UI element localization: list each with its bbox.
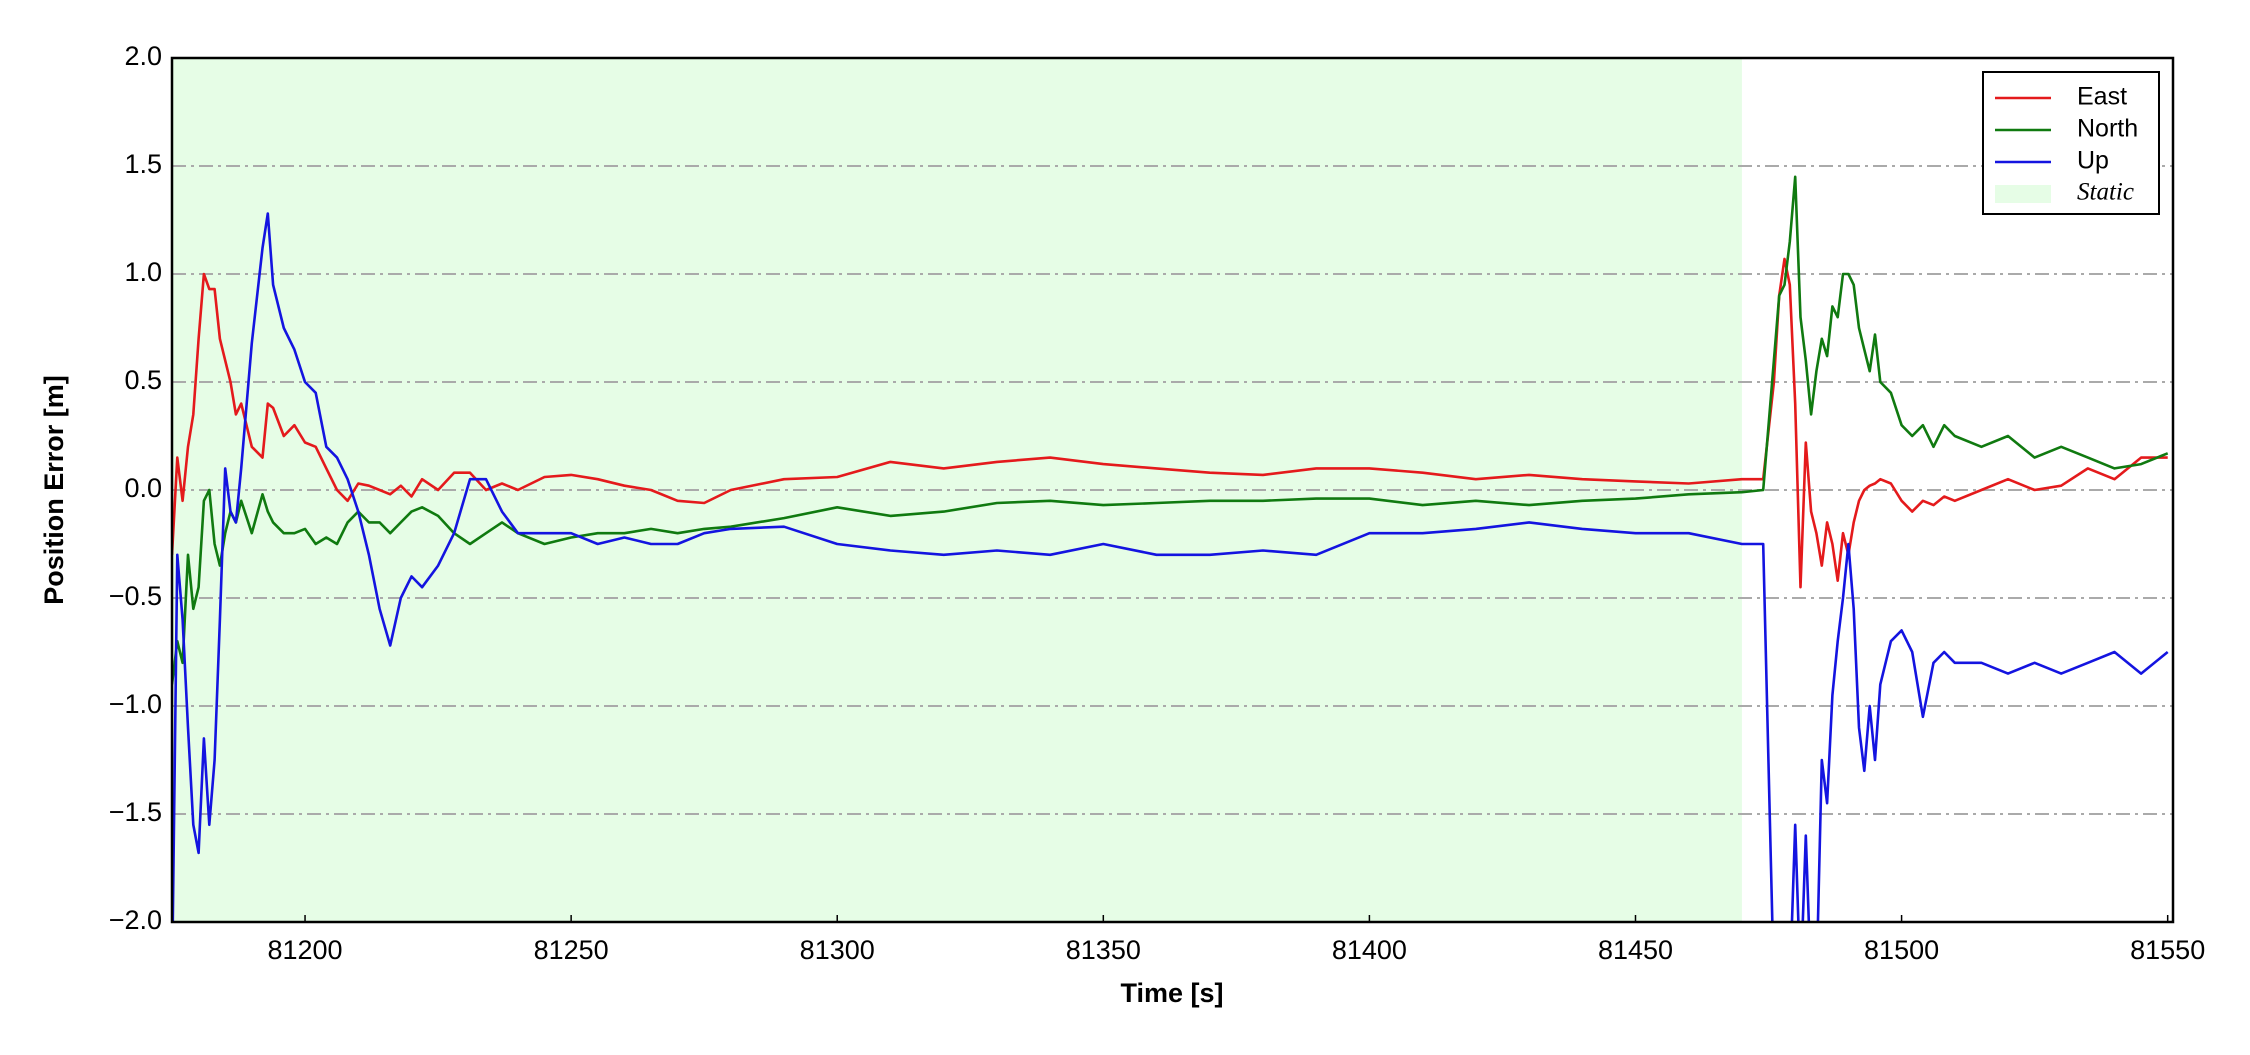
x-axis-title: Time [s] — [1120, 978, 1223, 1008]
x-tick-label: 81450 — [1598, 935, 1673, 965]
plot-lines — [172, 175, 2169, 922]
plot-frame — [170, 56, 2175, 924]
legend-label: North — [2077, 115, 2138, 143]
series-line — [172, 212, 2169, 922]
x-tick-label: 81500 — [1864, 935, 1939, 965]
legend-label: East — [2077, 83, 2127, 111]
legend-swatch — [1995, 185, 2051, 203]
y-tick-label: −2.0 — [109, 905, 162, 935]
legend-label: Static — [2077, 179, 2134, 206]
y-tick-label: −0.5 — [109, 581, 162, 611]
series-line — [172, 257, 2168, 589]
y-tick-label: −1.0 — [109, 689, 162, 719]
y-tick-label: 1.0 — [124, 257, 162, 287]
y-tick-label: 2.0 — [124, 41, 162, 71]
y-tick-label: 0.5 — [124, 365, 162, 395]
x-tick-label: 81200 — [267, 935, 342, 965]
y-tick-label: 0.0 — [124, 473, 162, 503]
y-axis-title: Position Error [m] — [39, 375, 69, 605]
legend-label: Up — [2077, 147, 2109, 175]
x-tick-label: 81350 — [1066, 935, 1141, 965]
x-tick-label: 81400 — [1332, 935, 1407, 965]
y-tick-label: 1.5 — [124, 149, 162, 179]
x-tick-label: 81300 — [800, 935, 875, 965]
series-line — [172, 175, 2169, 685]
y-tick-label: −1.5 — [109, 797, 162, 827]
x-tick-label: 81550 — [2130, 935, 2205, 965]
legend-box — [1982, 71, 2160, 215]
x-tick-label: 81250 — [534, 935, 609, 965]
